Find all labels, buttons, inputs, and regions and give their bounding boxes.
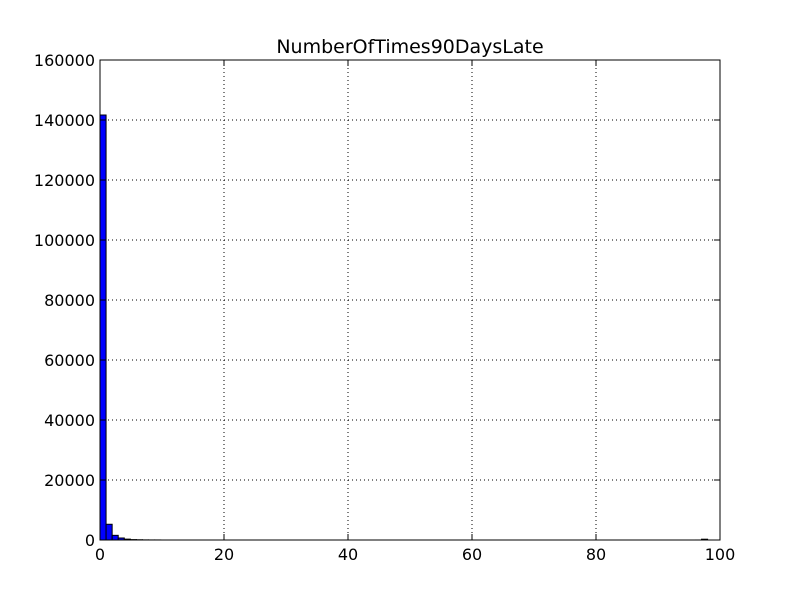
- x-tick-label: 60: [462, 545, 482, 564]
- y-tick-label: 20000: [44, 471, 95, 490]
- grid-layer: [99, 59, 721, 541]
- x-tick-label: 0: [95, 545, 105, 564]
- y-tick-label: 0: [85, 531, 95, 550]
- x-tick-label: 100: [705, 545, 736, 564]
- bars-layer: [99, 114, 709, 541]
- chart-title: NumberOfTimes90DaysLate: [276, 36, 543, 58]
- y-tick-label: 140000: [34, 111, 95, 130]
- y-tick-label: 120000: [34, 171, 95, 190]
- ticks-layer: 0 20 40 60 80 100 0 20000 40000 60000 80000 100000 1…: [34, 51, 735, 564]
- histogram-bar: [111, 534, 119, 541]
- histogram-bar: [99, 114, 107, 541]
- histogram-bar: [105, 523, 113, 541]
- y-tick-label: 60000: [44, 351, 95, 370]
- y-tick-label: 160000: [34, 51, 95, 70]
- y-tick-label: 100000: [34, 231, 95, 250]
- y-tick-label: 40000: [44, 411, 95, 430]
- x-tick-label: 20: [214, 545, 234, 564]
- x-tick-label: 40: [338, 545, 358, 564]
- x-tick-label: 80: [586, 545, 606, 564]
- y-tick-label: 80000: [44, 291, 95, 310]
